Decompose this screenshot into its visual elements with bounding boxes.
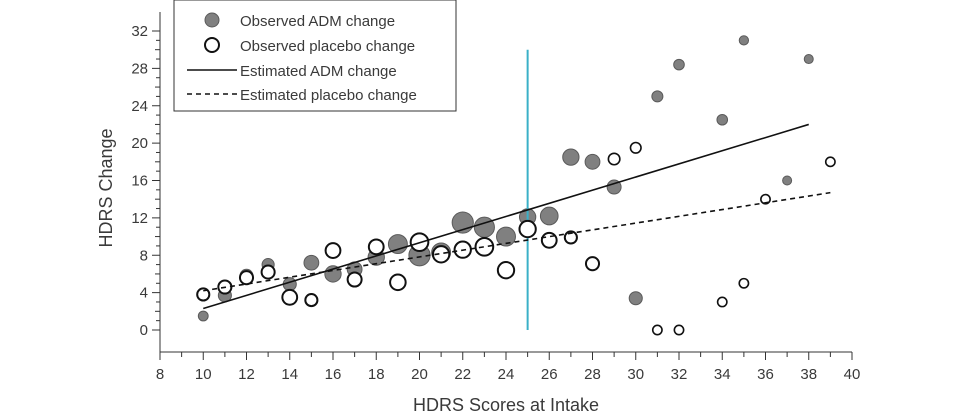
x-tick-label-12: 12 xyxy=(238,366,255,383)
placebo-bubble-24 xyxy=(738,277,750,289)
placebo-bubble-7 xyxy=(346,271,363,288)
y-tick-label-8: 8 xyxy=(140,247,148,264)
placebo-bubble-14 xyxy=(496,261,516,280)
placebo-bubble-3 xyxy=(260,264,276,280)
placebo-bubble-15 xyxy=(518,219,537,239)
legend-label-adm-estimate: Estimated ADM change xyxy=(240,63,397,80)
adm-bubble-6 xyxy=(324,265,342,283)
placebo-bubble-23 xyxy=(716,296,728,308)
x-tick-label-40: 40 xyxy=(844,366,861,383)
axes: 0 4 8 12 16 20 24 28 32 8 10 12 14 16 18 20 22 24 26 28 30 32… xyxy=(131,12,860,383)
adm-bubble-20 xyxy=(628,291,643,306)
x-tick-label-20: 20 xyxy=(411,366,428,383)
placebo-bubble-26 xyxy=(824,156,836,168)
placebo-bubble-0 xyxy=(196,287,211,302)
x-tick-label-32: 32 xyxy=(671,366,688,383)
adm-bubble-16 xyxy=(539,206,559,226)
placebo-bubble-2 xyxy=(238,270,255,286)
x-tick-label-28: 28 xyxy=(584,366,601,383)
x-tick-label-34: 34 xyxy=(714,366,731,383)
x-tick-label-38: 38 xyxy=(800,366,817,383)
placebo-bubble-22 xyxy=(673,324,685,336)
y-tick-label-0: 0 xyxy=(140,322,148,339)
placebo-bubble-17 xyxy=(563,230,578,245)
fit-lines xyxy=(203,123,831,310)
y-tick-label-32: 32 xyxy=(131,23,148,40)
adm-bubble-0 xyxy=(197,310,209,322)
x-tick-label-24: 24 xyxy=(498,366,515,383)
adm-bubble-25 xyxy=(782,175,793,186)
x-tick-label-22: 22 xyxy=(454,366,471,383)
x-tick-label-36: 36 xyxy=(757,366,774,383)
y-tick-label-28: 28 xyxy=(131,60,148,77)
legend-label-placebo: Observed placebo change xyxy=(240,38,415,55)
y-tick-label-16: 16 xyxy=(131,173,148,190)
placebo-bubble-8 xyxy=(367,238,385,256)
placebo-bubble-20 xyxy=(629,141,642,154)
adm-bubble-19 xyxy=(606,179,622,195)
x-tick-label-10: 10 xyxy=(195,366,212,383)
adm-bubble-14 xyxy=(496,226,516,247)
legend-marker-placebo xyxy=(204,37,220,53)
x-tick-label-8: 8 xyxy=(156,366,164,383)
y-axis-label: HDRS Change xyxy=(96,128,116,247)
adm-bubble-22 xyxy=(673,58,685,71)
x-axis-label: HDRS Scores at Intake xyxy=(413,395,599,415)
adm-bubble-17 xyxy=(562,148,580,166)
placebo-bubble-13 xyxy=(474,237,495,257)
x-tick-label-16: 16 xyxy=(325,366,342,383)
legend-marker-adm xyxy=(204,12,220,28)
placebo-bubble-11 xyxy=(431,245,451,264)
y-tick-label-24: 24 xyxy=(131,98,148,115)
adm-bubble-5 xyxy=(303,254,320,271)
legend-label-placebo-estimate: Estimated placebo change xyxy=(240,87,417,104)
placebo-bubble-4 xyxy=(281,288,299,306)
x-tick-label-14: 14 xyxy=(281,366,298,383)
adm-bubble-23 xyxy=(716,113,729,126)
placebo-bubble-5 xyxy=(304,293,319,308)
x-tick-label-26: 26 xyxy=(541,366,558,383)
adm-bubble-18 xyxy=(584,153,601,170)
placebo-bubble-9 xyxy=(389,273,407,292)
placebo-bubble-21 xyxy=(651,324,663,336)
x-tick-label-18: 18 xyxy=(368,366,385,383)
placebo-bubble-18 xyxy=(584,256,601,272)
y-tick-label-20: 20 xyxy=(131,135,148,152)
adm-bubble-21 xyxy=(651,90,664,103)
estimated-placebo-line xyxy=(203,191,831,292)
placebo-bubble-25 xyxy=(760,193,771,205)
estimated-adm-line xyxy=(203,123,809,310)
y-tick-label-4: 4 xyxy=(140,285,148,302)
legend: Observed ADM change Observed placebo cha… xyxy=(173,0,457,112)
legend-box xyxy=(173,0,457,112)
adm-bubble-24 xyxy=(738,35,750,46)
placebo-bubbles xyxy=(196,141,836,336)
y-tick-label-12: 12 xyxy=(131,210,148,227)
adm-bubble-9 xyxy=(387,234,408,255)
legend-label-adm: Observed ADM change xyxy=(240,13,395,30)
adm-bubble-26 xyxy=(803,54,814,65)
placebo-bubble-19 xyxy=(607,152,621,166)
x-tick-label-30: 30 xyxy=(627,366,644,383)
placebo-bubble-6 xyxy=(324,242,342,259)
